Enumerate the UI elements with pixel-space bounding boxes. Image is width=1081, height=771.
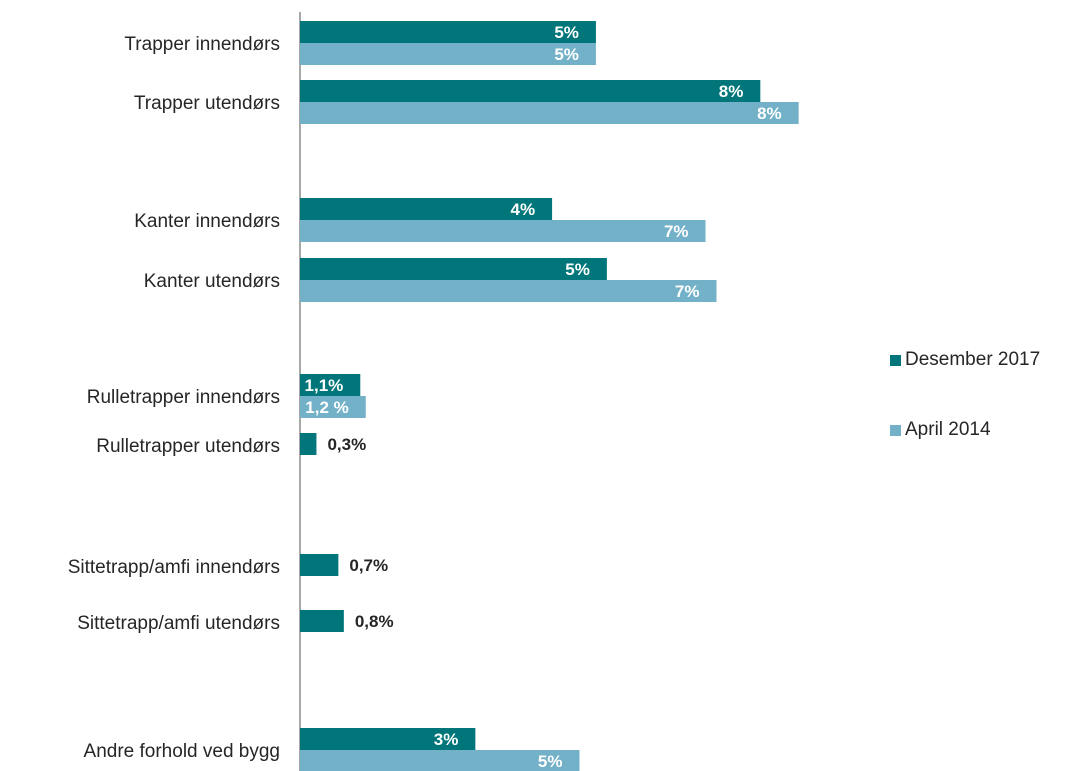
bar — [300, 728, 476, 750]
data-label: 1,1% — [305, 376, 344, 395]
data-label: 5% — [538, 752, 563, 771]
category-label: Rulletrapper innendørs — [87, 387, 280, 408]
bar — [300, 43, 596, 65]
data-label: 5% — [554, 45, 579, 64]
legend-label-desember-2017: Desember 2017 — [905, 349, 1041, 370]
bar — [300, 258, 607, 280]
legend-item-desember-2017: Desember 2017 — [890, 346, 1080, 374]
legend-item-april-2014: April 2014 — [890, 416, 1080, 444]
bar — [300, 396, 366, 418]
bar — [300, 750, 580, 771]
category-label: Kanter innendørs — [134, 211, 280, 232]
bar — [300, 80, 761, 102]
category-label: Andre forhold ved bygg — [84, 741, 280, 762]
bar — [300, 433, 317, 455]
category-label: Trapper utendørs — [134, 93, 280, 114]
data-label: 7% — [664, 222, 689, 241]
bar — [300, 554, 339, 576]
data-label: 8% — [719, 82, 744, 101]
data-label: 5% — [565, 260, 590, 279]
bar — [300, 21, 596, 43]
bar — [300, 102, 799, 124]
legend-swatch-april-2014 — [890, 424, 901, 436]
bar — [300, 610, 344, 632]
data-label: 0,7% — [349, 556, 388, 575]
bar — [300, 374, 361, 396]
bar — [300, 280, 717, 302]
bar — [300, 220, 706, 242]
legend: Desember 2017 April 2014 — [890, 346, 1080, 486]
data-label: 5% — [554, 23, 579, 42]
category-label: Sittetrapp/amfi innendørs — [68, 557, 280, 578]
category-label: Kanter utendørs — [144, 271, 280, 292]
legend-swatch-desember-2017 — [890, 354, 901, 366]
data-label: 3% — [434, 730, 459, 749]
data-label: 0,8% — [355, 612, 394, 631]
data-label: 0,3% — [327, 435, 366, 454]
data-label: 7% — [675, 282, 700, 301]
category-label: Rulletrapper utendørs — [96, 436, 280, 457]
legend-label-april-2014: April 2014 — [905, 419, 991, 440]
bar — [300, 198, 553, 220]
data-label: 8% — [757, 104, 782, 123]
category-label: Trapper innendørs — [124, 34, 280, 55]
data-label: 4% — [511, 200, 536, 219]
category-label: Sittetrapp/amfi utendørs — [77, 613, 280, 634]
data-label: 1,2 % — [305, 398, 348, 417]
